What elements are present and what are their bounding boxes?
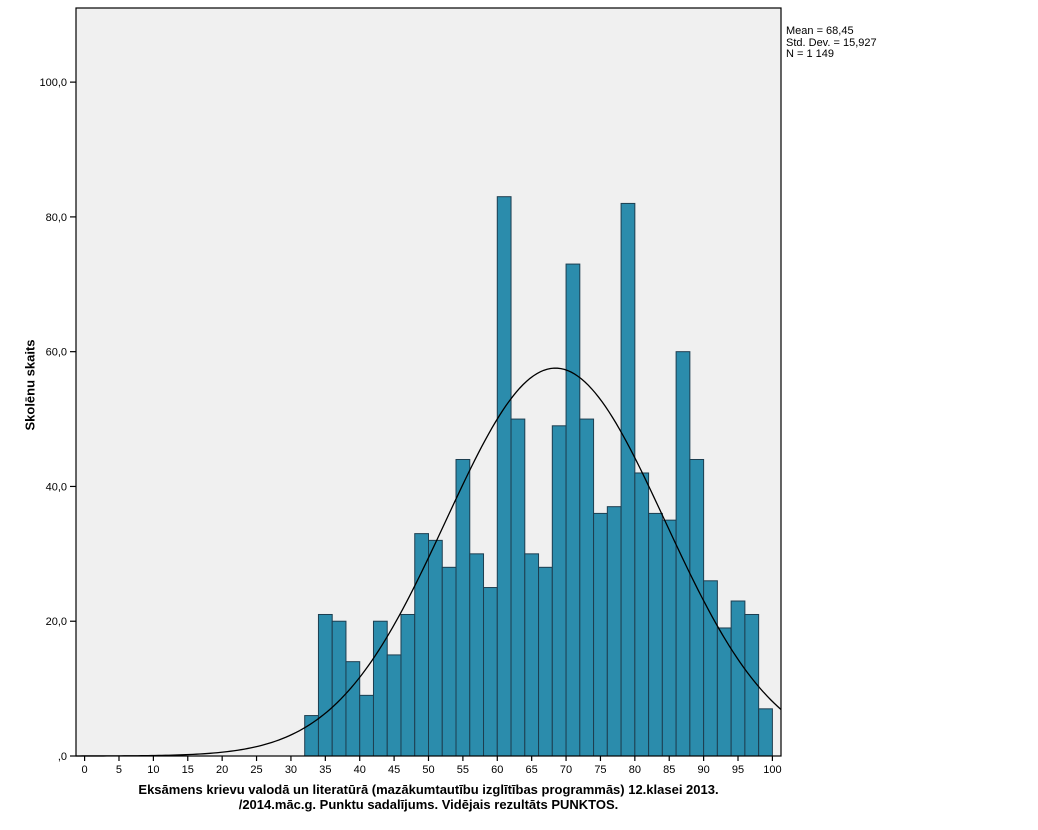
- histogram-bar: [703, 580, 718, 757]
- histogram-bar: [648, 512, 663, 757]
- y-tick-label: 100,0: [39, 77, 67, 89]
- histogram-bar: [524, 553, 540, 757]
- normal-curve: [76, 367, 782, 757]
- y-axis: ,0 20,0 40,0 60,0 80,0 100,0: [39, 77, 76, 763]
- stat-stddev: Std. Dev. = 15,927: [786, 36, 877, 49]
- histogram-bar: [689, 458, 705, 757]
- histogram-bar: [579, 418, 595, 757]
- y-axis-title: Skolēnu skaits: [22, 339, 38, 431]
- x-tick-label: 0: [82, 764, 88, 776]
- x-tick-label: 5: [116, 764, 122, 776]
- chart-title-line2: /2014.māc.g. Punktu sadalījums. Vidējais…: [238, 797, 619, 812]
- x-tick-label: 80: [629, 764, 641, 776]
- x-tick-label: 95: [732, 764, 744, 776]
- x-tick-label: 90: [697, 764, 709, 776]
- histogram-bar: [510, 418, 526, 757]
- histogram-bar: [551, 425, 567, 757]
- chart-title-line1: Eksāmens krievu valodā un literatūrā (ma…: [138, 782, 719, 797]
- x-tick-label: 15: [182, 764, 194, 776]
- histogram-bar: [593, 512, 608, 757]
- histogram-bar: [414, 533, 429, 757]
- histogram-bar: [359, 694, 374, 757]
- histogram-bar: [372, 620, 388, 757]
- x-axis: 0 5 10 15 20 25 30 35 40 45 50 55 60 65 70 75 80 85 90 95 10…: [82, 756, 782, 776]
- stat-n: N = 1 149: [786, 48, 835, 60]
- histogram-bar: [716, 627, 732, 757]
- x-tick-label: 20: [216, 764, 228, 776]
- histogram-bar: [428, 539, 443, 757]
- histogram-bar: [634, 472, 650, 757]
- x-tick-label: 75: [594, 764, 606, 776]
- x-tick-label: 100: [763, 764, 781, 776]
- histogram-bar: [758, 708, 773, 757]
- x-tick-label: 25: [250, 764, 262, 776]
- histogram-bar: [620, 202, 636, 757]
- histogram-bars: [304, 196, 773, 757]
- histogram-bar: [675, 351, 691, 757]
- histogram-bar: [345, 661, 361, 757]
- stats-box: Mean = 68,45 Std. Dev. = 15,927 N = 1 14…: [786, 25, 877, 61]
- histogram-bar: [661, 519, 677, 757]
- x-tick-label: 65: [526, 764, 538, 776]
- x-tick-label: 40: [354, 764, 366, 776]
- histogram-bar: [400, 613, 416, 757]
- x-tick-label: 10: [147, 764, 159, 776]
- x-tick-label: 35: [319, 764, 331, 776]
- y-tick-label: 60,0: [46, 347, 67, 359]
- histogram-bar: [441, 566, 457, 757]
- y-tick-label: 40,0: [46, 481, 67, 493]
- x-tick-label: 85: [663, 764, 675, 776]
- y-tick-label: 20,0: [46, 616, 67, 628]
- chart-title: Eksāmens krievu valodā un literatūrā (ma…: [76, 782, 781, 812]
- histogram-bar: [538, 566, 553, 757]
- x-tick-label: 30: [285, 764, 297, 776]
- y-tick-label: 80,0: [46, 212, 67, 224]
- histogram-bar: [469, 553, 485, 757]
- y-tick-label: ,0: [58, 751, 67, 763]
- histogram-bar: [496, 196, 512, 757]
- x-tick-label: 70: [560, 764, 572, 776]
- x-tick-label: 55: [457, 764, 469, 776]
- x-tick-label: 60: [491, 764, 503, 776]
- histogram-bar: [317, 613, 333, 757]
- histogram-bar: [606, 506, 622, 757]
- histogram-bar: [744, 613, 760, 757]
- histogram-bar: [386, 654, 402, 757]
- x-tick-label: 45: [388, 764, 400, 776]
- x-tick-label: 50: [422, 764, 434, 776]
- histogram-bar: [304, 715, 319, 757]
- histogram-bar: [730, 600, 746, 757]
- histogram-bar: [483, 587, 498, 757]
- stat-mean: Mean = 68,45: [786, 25, 854, 37]
- histogram-bar: [331, 620, 347, 757]
- histogram-bar: [455, 458, 471, 757]
- histogram-bar: [565, 263, 581, 757]
